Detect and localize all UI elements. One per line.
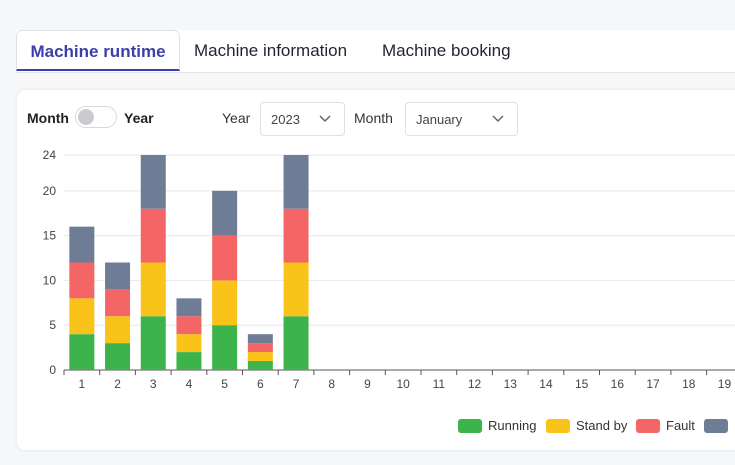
toggle-knob <box>78 109 94 125</box>
x-tick-label: 14 <box>539 377 553 391</box>
chevron-down-icon <box>492 115 504 123</box>
bar-segment <box>247 334 273 344</box>
month-select-value: January <box>416 112 463 127</box>
month-year-toggle[interactable] <box>75 106 117 128</box>
tab-bar: Machine runtime Machine information Mach… <box>16 30 735 73</box>
month-field-label: Month <box>354 110 393 126</box>
bar-segment <box>283 262 309 317</box>
x-tick-label: 13 <box>504 377 518 391</box>
y-tick-label: 15 <box>43 229 57 243</box>
x-tick-label: 8 <box>328 377 335 391</box>
x-tick-label: 15 <box>575 377 589 391</box>
x-tick-label: 11 <box>433 377 446 391</box>
x-tick-label: 17 <box>646 377 660 391</box>
legend-label: Fault <box>666 418 695 433</box>
x-tick-label: 18 <box>682 377 696 391</box>
y-tick-label: 10 <box>43 273 57 287</box>
legend-swatch-fault <box>636 419 660 433</box>
x-tick-label: 7 <box>293 377 300 391</box>
bar-segment <box>69 298 95 335</box>
bar-segment <box>105 289 131 317</box>
toggle-month-label: Month <box>27 110 69 126</box>
bar-segment <box>212 325 238 370</box>
bar-segment <box>140 155 166 209</box>
bar-segment <box>105 316 131 344</box>
bar-segment <box>105 262 131 290</box>
bar-segment <box>176 352 202 370</box>
y-tick-label: 5 <box>49 318 56 332</box>
filter-controls: Month Year Year 2023 Month January <box>27 100 727 136</box>
month-select[interactable]: January <box>405 102 518 136</box>
legend-swatch-other <box>704 419 728 433</box>
y-tick-label: 0 <box>49 363 56 377</box>
bar-segment <box>176 298 202 317</box>
x-tick-label: 9 <box>364 377 371 391</box>
year-field-label: Year <box>222 110 251 126</box>
x-tick-label: 10 <box>396 377 410 391</box>
bar-segment <box>212 235 238 281</box>
toggle-year-label: Year <box>124 110 154 126</box>
legend-label: Running <box>488 418 537 433</box>
tab-machine-booking[interactable]: Machine booking <box>382 41 511 60</box>
bar-segment <box>212 280 238 326</box>
chart-card <box>17 90 735 450</box>
legend-swatch-standby <box>546 419 570 433</box>
bar-segment <box>247 343 273 353</box>
bar-segment <box>176 334 202 353</box>
bar-segment <box>283 208 309 263</box>
bar-segment <box>247 352 273 362</box>
x-tick-label: 3 <box>150 377 157 391</box>
year-select-value: 2023 <box>271 112 300 127</box>
legend-swatch-running <box>458 419 482 433</box>
legend-label: Stand by <box>576 418 628 433</box>
bar-segment <box>69 226 95 263</box>
tab-machine-information[interactable]: Machine information <box>194 41 348 60</box>
x-tick-label: 19 <box>718 377 732 391</box>
x-tick-label: 5 <box>221 377 228 391</box>
x-tick-label: 2 <box>114 377 121 391</box>
bar-segment <box>69 262 95 299</box>
tab-machine-runtime[interactable]: Machine runtime <box>16 30 180 71</box>
chevron-down-icon <box>319 115 331 123</box>
bar-segment <box>140 208 166 263</box>
year-select[interactable]: 2023 <box>260 102 345 136</box>
bar-segment <box>140 316 166 370</box>
bar-segment <box>212 190 238 236</box>
bar-segment <box>176 316 202 335</box>
x-tick-label: 1 <box>79 377 86 391</box>
x-tick-label: 6 <box>257 377 264 391</box>
bar-segment <box>283 316 309 370</box>
y-tick-label: 20 <box>43 184 57 198</box>
bar-segment <box>69 334 95 370</box>
bar-segment <box>283 155 309 209</box>
bar-segment <box>247 361 273 370</box>
y-tick-label: 24 <box>43 148 57 162</box>
bar-segment <box>140 262 166 317</box>
bar-segment <box>105 343 131 370</box>
x-tick-label: 4 <box>186 377 193 391</box>
x-tick-label: 12 <box>468 377 482 391</box>
x-tick-label: 16 <box>611 377 625 391</box>
